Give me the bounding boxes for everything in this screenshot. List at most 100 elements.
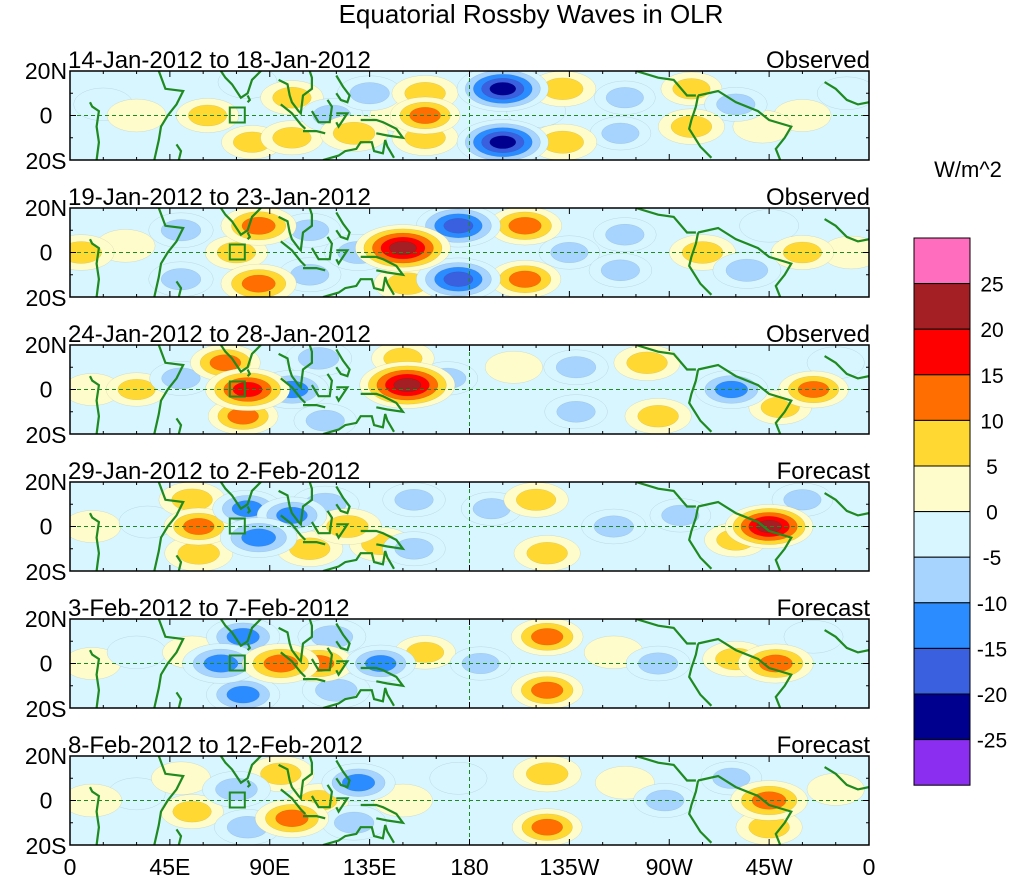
anomaly-blob [355,224,451,272]
colorbar-tick-label: 5 [986,456,998,479]
coastline [824,218,869,243]
contour-level [272,86,312,109]
coastline [303,541,326,546]
contour-level [526,541,568,565]
contour-level [217,71,278,99]
y-tick-label: 20S [26,422,67,448]
contour-level [661,504,700,526]
anomaly-blob [660,71,723,106]
coastline [688,232,713,296]
y-tick-label: 20S [26,148,67,174]
colorbar-tick-label: -20 [977,684,1007,707]
anomaly-blob [511,808,583,845]
contour-level [171,488,213,512]
coastline [688,780,713,844]
coastline [360,666,406,688]
coastline [89,649,101,708]
coastline [153,482,185,571]
region-box-marker [228,106,246,124]
anomaly-blob [488,260,562,297]
coastline [303,815,326,820]
anomaly-blob [415,208,501,248]
coastline [175,828,183,845]
colorbar-tick-label: 15 [980,365,1003,388]
panel-period-label: 29-Jan-2012 to 2-Feb-2012 [68,458,360,485]
panel-status-label: Observed [766,184,870,211]
coastline [310,99,334,124]
x-tick-label: 135W [539,854,599,880]
x-tick-label: 135E [343,854,397,880]
coastlines [89,345,869,434]
anomaly-blob [528,123,598,160]
anomaly-blob [285,345,353,377]
contour-level [605,87,644,109]
coastline [824,766,869,791]
coastline [280,240,307,267]
anomaly-blob [217,71,278,99]
anomaly-field [70,208,869,297]
contour-level [489,82,517,96]
anomaly-blob [415,257,501,297]
colorbar-tick-label: -5 [983,547,1002,570]
coastline [688,95,713,159]
coastline [824,492,869,517]
coastline [219,345,262,374]
coastline [322,139,395,160]
coastline [310,647,334,672]
coastline [219,71,262,100]
contour-level [716,93,756,116]
coastline [335,74,351,104]
contour-level [443,218,474,234]
coastline [322,687,395,708]
panel-4: 20N 0 20S 29-Jan-2012 to 2-Feb-2012 Forecast [25,458,870,585]
anomaly-blob [613,345,681,381]
anomaly-blob [770,235,835,270]
coastline [335,386,350,403]
contour-level [530,628,564,646]
contour-level [530,681,564,699]
anomaly-blob [389,96,461,135]
y-tick-label: 20S [26,559,67,585]
coastline [635,345,696,371]
contour-level [556,400,596,423]
anomaly-blob [293,403,357,434]
coastline [303,678,326,683]
contour-level [783,489,822,511]
panel-status-label: Observed [766,47,870,74]
coastlines [89,756,869,845]
colorbar: W/m^2 25 20 15 10 5 0 -5 -10 -15 -20 -25 [913,157,1007,786]
coastline [278,345,313,390]
x-tick-label: 45E [149,854,190,880]
anomaly-blob [511,671,584,708]
colorbar-tick-label: 20 [980,319,1003,342]
anomaly-blob [529,71,597,107]
anomaly-blob [160,794,224,829]
coastline [310,373,334,398]
coastline [153,208,185,297]
coastline [635,756,696,782]
colorbar-bin [913,374,971,421]
coastline [322,413,395,434]
coastline [335,485,351,515]
anomaly-blob [589,116,652,151]
contour-level [215,777,258,801]
x-tick-label: 180 [450,854,488,880]
coastline [278,482,313,527]
coastline [89,512,101,571]
y-tick-label: 0 [40,514,53,540]
coastlines [89,208,869,297]
y-tick-label: 0 [40,651,53,677]
coastline [278,619,313,664]
coastline [310,236,334,261]
contour-level [443,271,474,287]
coastline [635,71,696,97]
coastline [278,756,313,801]
coastline [280,514,307,541]
contour-level [241,274,276,293]
panel-1: 20N 0 20S 14-Jan-2012 to 18-Jan-2012 Observe… [25,47,870,174]
coastline [697,89,793,160]
anomaly-blob [382,482,446,518]
coastline [635,482,696,508]
y-tick-label: 20N [25,743,67,769]
coastline [335,622,351,652]
